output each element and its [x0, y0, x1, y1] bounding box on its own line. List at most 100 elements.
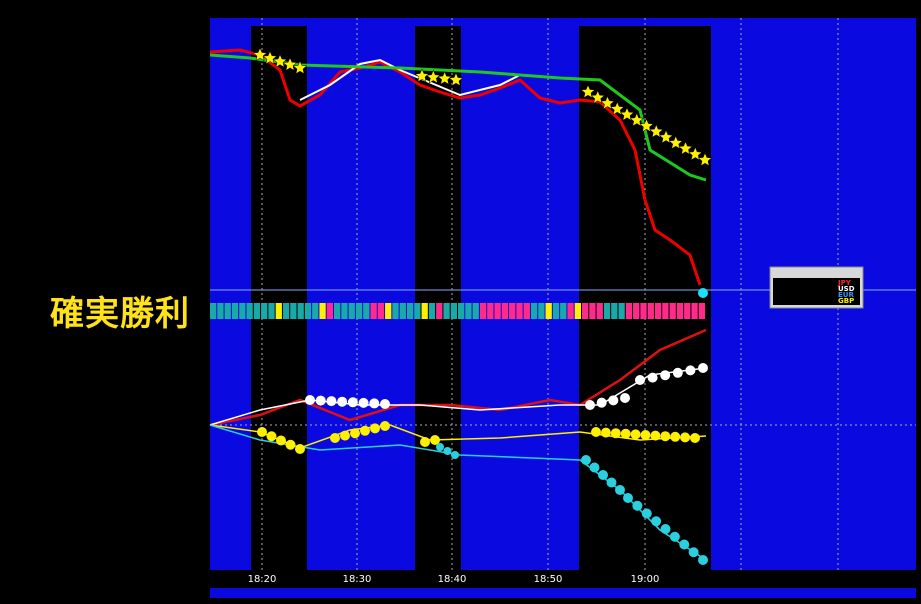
signal-star	[629, 112, 645, 127]
signal-dot	[380, 421, 390, 431]
signal-cell	[516, 303, 523, 319]
signal-star	[437, 71, 452, 85]
signal-dot	[340, 430, 350, 441]
signal-dot	[615, 485, 625, 495]
signal-cell	[443, 303, 450, 319]
signal-dot	[650, 430, 661, 441]
signal-cell	[596, 303, 603, 319]
signal-star	[658, 129, 674, 144]
signal-dot	[670, 431, 681, 442]
signal-star	[272, 53, 288, 68]
signal-cell	[224, 303, 231, 319]
signal-dot	[380, 399, 390, 409]
legend-label: EUR	[838, 291, 854, 299]
signal-cell	[370, 303, 377, 319]
signal-cell	[487, 303, 494, 319]
signal-cell	[385, 303, 392, 319]
signal-dot	[610, 428, 621, 439]
signal-cell	[574, 303, 581, 319]
signal-cell	[392, 303, 399, 319]
signal-dot	[669, 531, 680, 542]
signal-dot	[285, 439, 296, 450]
time-label: 18:20	[248, 574, 277, 585]
signal-cell	[509, 303, 516, 319]
signal-cell	[341, 303, 348, 319]
signal-cell	[625, 303, 633, 319]
signal-star	[678, 141, 693, 155]
signal-cell	[640, 303, 647, 319]
signal-cell	[618, 303, 625, 319]
signal-dot	[641, 508, 652, 519]
signal-dot	[257, 427, 267, 437]
signal-cell	[654, 303, 662, 319]
signal-cell	[414, 303, 421, 319]
legend-label: JPY	[837, 279, 852, 287]
signal-cell	[633, 303, 640, 319]
signal-cell	[691, 303, 698, 319]
time-label: 18:30	[343, 574, 372, 585]
signal-cell	[312, 303, 319, 319]
signal-dot	[698, 555, 708, 565]
signal-dot	[606, 477, 617, 488]
legend-label: GBP	[838, 297, 854, 305]
signal-dot	[451, 451, 459, 459]
signal-cell	[589, 303, 596, 319]
signal-dot	[337, 396, 348, 407]
signal-dot	[347, 397, 358, 408]
signal-dot	[585, 400, 595, 410]
signal-cell	[560, 303, 567, 319]
signal-dot	[315, 395, 326, 406]
signal-cell	[239, 303, 246, 319]
signal-cell	[297, 303, 304, 319]
signal-dot	[369, 398, 380, 409]
signal-star	[252, 47, 268, 62]
signal-star	[262, 50, 278, 65]
signal-dot	[635, 375, 645, 385]
signal-star	[580, 84, 596, 99]
signal-star	[648, 124, 664, 138]
signal-dot	[620, 393, 630, 403]
signal-cell	[304, 303, 312, 319]
signal-dot	[436, 443, 444, 451]
signal-dot	[651, 516, 662, 527]
signal-cell	[210, 303, 217, 319]
signal-dot	[420, 437, 430, 447]
signal-cell	[348, 303, 355, 319]
usd-line	[209, 367, 707, 426]
signal-dot	[690, 433, 700, 443]
signal-cell	[647, 303, 654, 319]
signal-cell	[268, 303, 275, 319]
signal-dot	[660, 524, 671, 534]
signal-cell	[530, 303, 538, 319]
signal-cell	[231, 303, 239, 319]
signal-cell	[603, 303, 611, 319]
signal-star	[600, 95, 615, 110]
signal-cell	[450, 303, 457, 319]
time-label: 18:50	[534, 574, 563, 585]
signal-dot	[630, 429, 641, 440]
signal-cell	[436, 303, 443, 319]
signal-cell	[567, 303, 574, 319]
legend-panel: JPY USD EUR GBP	[769, 266, 864, 309]
signal-star	[590, 90, 606, 104]
signal-dot	[360, 425, 370, 436]
signal-strip	[210, 303, 705, 319]
signal-cell	[399, 303, 406, 319]
signal-dot	[305, 395, 315, 405]
signal-dot	[660, 431, 671, 442]
signal-dot	[632, 500, 643, 511]
signal-cell	[552, 303, 560, 319]
signal-dot	[330, 433, 340, 443]
time-label: 19:00	[631, 574, 660, 585]
time-label: 18:40	[438, 574, 467, 585]
signal-star	[282, 57, 298, 71]
signal-cell	[494, 303, 501, 319]
signal-dot	[581, 455, 591, 465]
signal-dot	[591, 427, 601, 437]
signal-dot	[660, 370, 671, 381]
signal-star	[619, 107, 635, 121]
signal-cell	[669, 303, 676, 319]
signal-cell	[246, 303, 253, 319]
signal-cell	[545, 303, 552, 319]
